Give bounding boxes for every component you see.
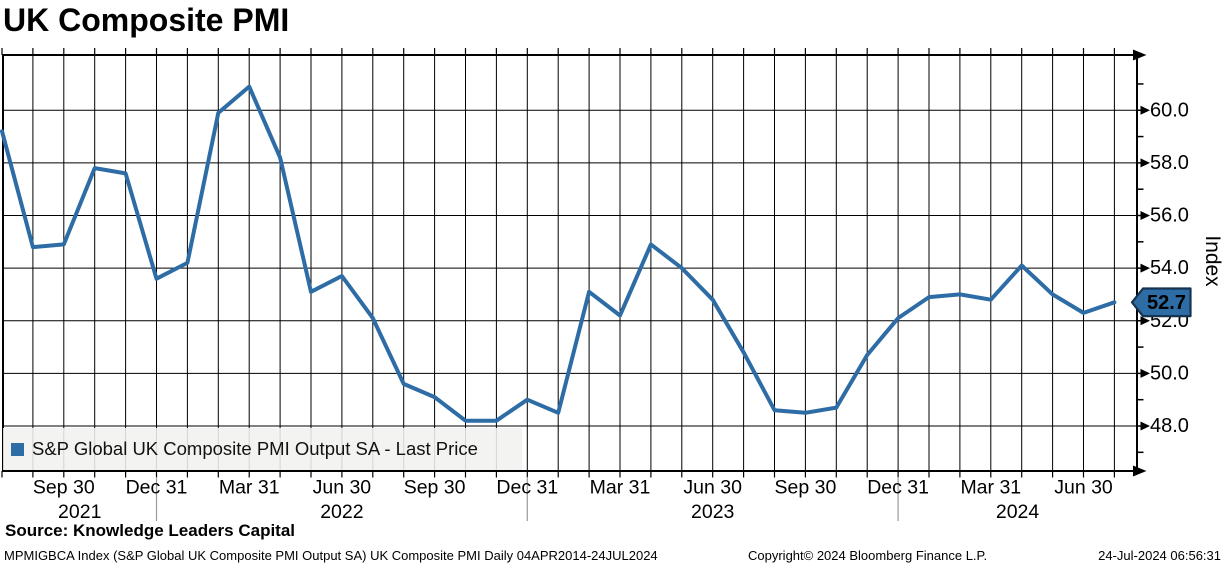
footer-security-description: MPMIGBCA Index (S&P Global UK Composite … bbox=[4, 548, 658, 563]
year-label: 2024 bbox=[996, 501, 1040, 523]
y-axis-major-tick-arrow-icon bbox=[1140, 211, 1150, 221]
x-tick-label: Mar 31 bbox=[590, 477, 651, 499]
x-tick-label: Sep 30 bbox=[33, 477, 95, 499]
x-tick-label: Dec 31 bbox=[126, 477, 188, 499]
year-label: 2021 bbox=[58, 501, 101, 523]
bottom-axis-arrow-icon bbox=[1133, 465, 1147, 477]
legend-label: S&P Global UK Composite PMI Output SA - … bbox=[32, 438, 478, 459]
y-axis-major-tick-arrow-icon bbox=[1140, 105, 1150, 115]
y-tick-label: 50.0 bbox=[1150, 362, 1189, 384]
top-axis-arrow-icon bbox=[1133, 49, 1147, 61]
last-price-badge-label: 52.7 bbox=[1147, 292, 1186, 314]
x-tick-label: Sep 30 bbox=[404, 477, 466, 499]
y-axis-major-tick-arrow-icon bbox=[1140, 316, 1150, 326]
footer-timestamp: 24-Jul-2024 06:56:31 bbox=[1098, 548, 1221, 563]
y-axis-major-tick-arrow-icon bbox=[1140, 158, 1150, 168]
x-tick-label: Mar 31 bbox=[219, 477, 280, 499]
y-axis-major-tick-arrow-icon bbox=[1140, 263, 1150, 273]
y-tick-label: 56.0 bbox=[1150, 205, 1189, 227]
year-label: 2023 bbox=[691, 501, 734, 523]
y-tick-label: 54.0 bbox=[1150, 257, 1189, 279]
plot-border bbox=[2, 54, 1138, 472]
source-line: Source: Knowledge Leaders Capital bbox=[5, 521, 296, 540]
last-price-badge bbox=[1130, 287, 1192, 318]
y-axis-title: Index bbox=[1201, 235, 1224, 287]
x-tick-label: Sep 30 bbox=[774, 477, 836, 499]
legend-marker-icon bbox=[11, 442, 24, 456]
chart-title: UK Composite PMI bbox=[3, 2, 290, 38]
footer-copyright: Copyright© 2024 Bloomberg Finance L.P. bbox=[748, 548, 988, 563]
year-label: 2022 bbox=[320, 501, 363, 523]
y-tick-label: 60.0 bbox=[1150, 99, 1189, 121]
x-tick-label: Mar 31 bbox=[960, 477, 1021, 499]
x-tick-label: Jun 30 bbox=[1054, 477, 1113, 499]
legend: S&P Global UK Composite PMI Output SA - … bbox=[3, 428, 522, 470]
x-tick-label: Jun 30 bbox=[683, 477, 742, 499]
x-tick-label: Jun 30 bbox=[313, 477, 372, 499]
pmi-line-series bbox=[0, 84, 1117, 423]
x-tick-label: Dec 31 bbox=[867, 477, 929, 499]
y-tick-label: 58.0 bbox=[1150, 152, 1189, 174]
y-axis-major-tick-arrow-icon bbox=[1140, 421, 1150, 431]
x-tick-label: Dec 31 bbox=[496, 477, 558, 499]
y-axis-major-tick-arrow-icon bbox=[1140, 368, 1150, 378]
y-tick-label: 48.0 bbox=[1150, 415, 1189, 437]
